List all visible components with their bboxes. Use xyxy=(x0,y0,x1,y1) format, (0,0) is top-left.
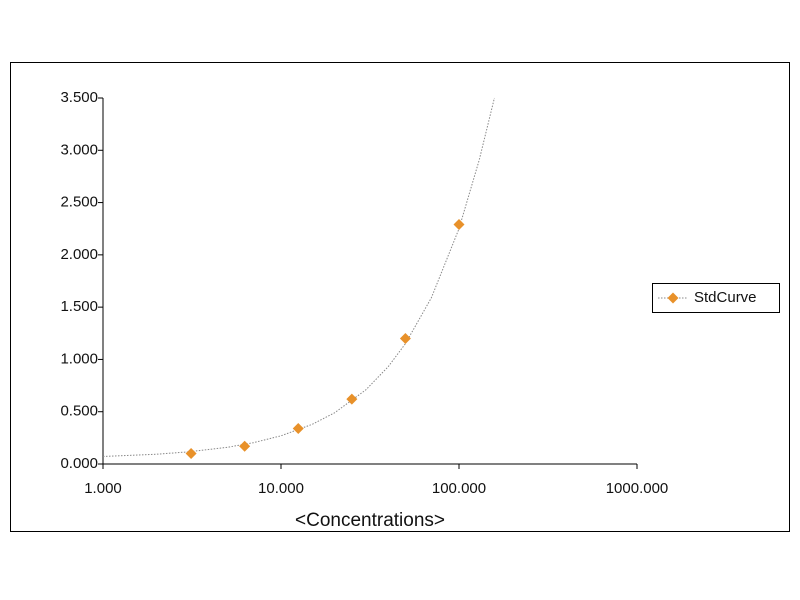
y-tick-label: 3.000 xyxy=(60,141,98,158)
x-axis-title: <Concentrations> xyxy=(295,510,445,531)
x-tick-label: 1.000 xyxy=(84,480,122,497)
legend-label: StdCurve xyxy=(694,289,757,306)
y-tick-label: 1.500 xyxy=(60,298,98,315)
fit-curve xyxy=(102,97,495,457)
y-tick-label: 3.500 xyxy=(60,89,98,106)
x-tick-label: 1000.000 xyxy=(606,480,669,497)
data-point xyxy=(453,219,465,231)
data-point xyxy=(239,440,251,452)
y-tick-label: 1.000 xyxy=(60,350,98,367)
y-tick-label: 0.000 xyxy=(60,455,98,472)
y-tick-label: 2.500 xyxy=(60,194,98,211)
data-point xyxy=(346,393,358,405)
x-tick-label: 100.000 xyxy=(432,480,486,497)
y-tick-label: 0.500 xyxy=(60,403,98,420)
legend-marker xyxy=(667,292,679,304)
y-tick-label: 2.000 xyxy=(60,246,98,263)
data-point xyxy=(292,422,304,434)
data-point xyxy=(399,333,411,345)
data-point xyxy=(185,448,197,460)
x-tick-label: 10.000 xyxy=(258,480,304,497)
